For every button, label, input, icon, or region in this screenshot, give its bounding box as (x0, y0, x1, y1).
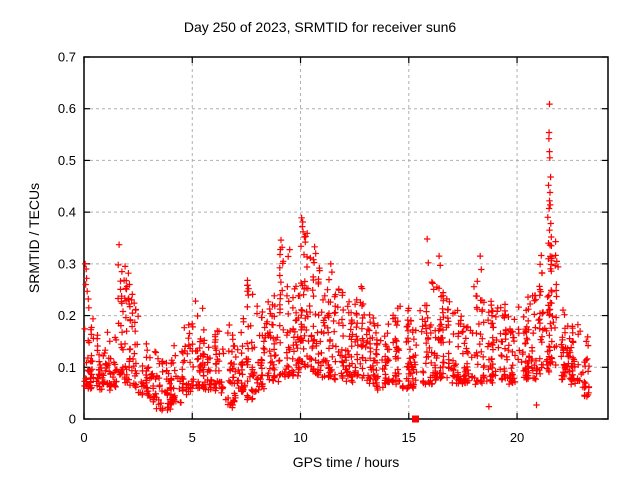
y-tick-label: 0 (69, 412, 76, 427)
plot-border (83, 56, 609, 420)
gap-marker-square (412, 415, 420, 423)
y-tick-label: 0.4 (58, 205, 76, 220)
scatter-points (81, 100, 593, 414)
y-tick-label: 0.1 (58, 360, 76, 375)
x-tick-label: 15 (402, 430, 416, 445)
x-tick-label: 20 (510, 430, 524, 445)
x-tick-label: 10 (293, 430, 307, 445)
y-tick-label: 0.7 (58, 50, 76, 65)
y-axis-label: SRMTID / TECUs (26, 183, 42, 293)
x-axis-label: GPS time / hours (293, 454, 400, 470)
y-tick-label: 0.6 (58, 101, 76, 116)
y-tick-label: 0.5 (58, 153, 76, 168)
scatter-series (81, 100, 593, 423)
y-tick-label: 0.2 (58, 308, 76, 323)
x-tick-label: 5 (189, 430, 196, 445)
axes: 0 5 10 15 20 0 0.1 0.2 0.3 0.4 0.5 0.6 0.7 (58, 50, 609, 445)
chart-title: Day 250 of 2023, SRMTID for receiver sun… (184, 19, 457, 35)
x-tick-label: 0 (80, 430, 87, 445)
y-tick-label: 0.3 (58, 256, 76, 271)
